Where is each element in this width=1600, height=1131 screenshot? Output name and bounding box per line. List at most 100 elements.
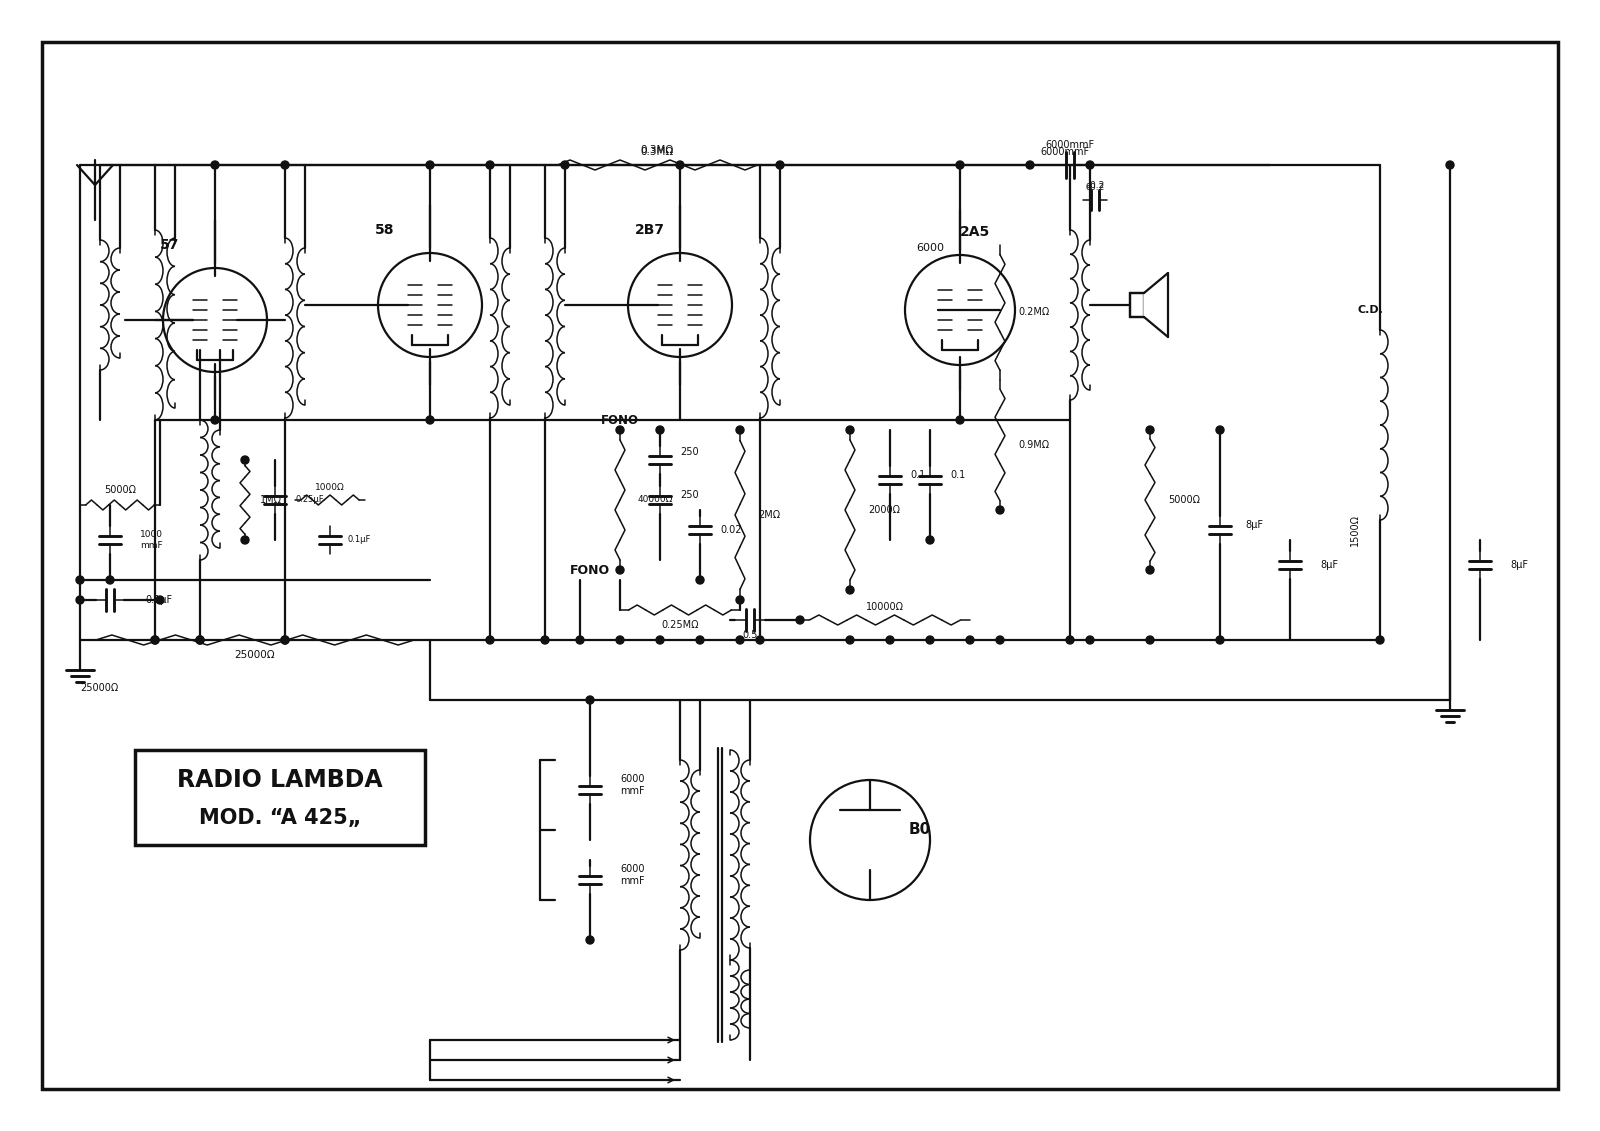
Text: 25000Ω: 25000Ω [80, 683, 118, 693]
Circle shape [797, 616, 805, 624]
Text: c0.2: c0.2 [1085, 183, 1104, 192]
Text: 57: 57 [160, 238, 179, 252]
Circle shape [1146, 636, 1154, 644]
Circle shape [846, 636, 854, 644]
Text: 0.3MΩ: 0.3MΩ [640, 145, 674, 155]
Circle shape [995, 506, 1005, 513]
Circle shape [1216, 636, 1224, 644]
Text: 40000Ω: 40000Ω [638, 495, 674, 504]
Circle shape [1446, 161, 1454, 169]
Circle shape [906, 254, 1014, 365]
Circle shape [541, 636, 549, 644]
Circle shape [627, 253, 733, 357]
Circle shape [282, 161, 290, 169]
Circle shape [195, 636, 205, 644]
Circle shape [157, 596, 165, 604]
Circle shape [846, 426, 854, 434]
Circle shape [150, 636, 158, 644]
Circle shape [736, 636, 744, 644]
Text: 0.1μF: 0.1μF [349, 535, 371, 544]
Circle shape [163, 268, 267, 372]
Text: 2MΩ: 2MΩ [758, 510, 781, 520]
Circle shape [211, 161, 219, 169]
Text: C.D.: C.D. [1357, 305, 1382, 316]
Circle shape [675, 161, 685, 169]
Text: 6000
mmF: 6000 mmF [621, 775, 645, 796]
Circle shape [77, 576, 83, 584]
Circle shape [616, 426, 624, 434]
Text: 250: 250 [680, 447, 699, 457]
Circle shape [586, 936, 594, 944]
Text: c0.2: c0.2 [1085, 181, 1104, 190]
Circle shape [736, 426, 744, 434]
Text: 6000
mmF: 6000 mmF [621, 864, 645, 886]
Bar [134, 750, 426, 845]
Polygon shape [1144, 273, 1168, 337]
Circle shape [562, 161, 570, 169]
Text: 5000Ω: 5000Ω [1168, 495, 1200, 506]
Circle shape [426, 161, 434, 169]
Circle shape [282, 636, 290, 644]
Circle shape [696, 576, 704, 584]
Text: 2B7: 2B7 [635, 223, 666, 238]
Circle shape [106, 576, 114, 584]
Text: 0.25μF: 0.25μF [294, 495, 323, 504]
Circle shape [586, 696, 594, 703]
Circle shape [576, 636, 584, 644]
Text: 58: 58 [376, 223, 395, 238]
Text: 6000: 6000 [915, 243, 944, 253]
Circle shape [211, 416, 219, 424]
Circle shape [486, 161, 494, 169]
Circle shape [1216, 426, 1224, 434]
Text: 0.25MΩ: 0.25MΩ [661, 620, 699, 630]
Circle shape [757, 636, 765, 644]
Circle shape [150, 636, 158, 644]
Circle shape [776, 161, 784, 169]
Text: 0.1: 0.1 [910, 470, 925, 480]
Circle shape [957, 416, 963, 424]
Circle shape [656, 636, 664, 644]
Text: 2000Ω: 2000Ω [867, 506, 899, 515]
Text: 8μF: 8μF [1245, 520, 1262, 530]
Circle shape [282, 636, 290, 644]
Circle shape [486, 636, 494, 644]
Circle shape [995, 636, 1005, 644]
Circle shape [242, 536, 250, 544]
Circle shape [378, 253, 482, 357]
Circle shape [886, 636, 894, 644]
Text: 8μF: 8μF [1320, 560, 1338, 570]
Text: 2A5: 2A5 [960, 225, 990, 239]
Circle shape [1026, 161, 1034, 169]
Text: 0.9MΩ: 0.9MΩ [1018, 440, 1050, 450]
Circle shape [1146, 566, 1154, 575]
Text: 1500Ω: 1500Ω [1350, 513, 1360, 546]
Text: 8μF: 8μF [1510, 560, 1528, 570]
Circle shape [616, 636, 624, 644]
Circle shape [1066, 636, 1074, 644]
Text: MOD. “A 425„: MOD. “A 425„ [198, 808, 362, 828]
Text: 10000Ω: 10000Ω [866, 602, 904, 612]
Circle shape [926, 536, 934, 544]
Circle shape [426, 416, 434, 424]
Text: B0: B0 [909, 822, 931, 837]
Text: 6000mmF: 6000mmF [1040, 147, 1090, 157]
Text: 1MΩ: 1MΩ [259, 495, 282, 506]
Circle shape [616, 566, 624, 575]
Text: 0.2MΩ: 0.2MΩ [1018, 307, 1050, 317]
Circle shape [195, 636, 205, 644]
Text: 5000Ω: 5000Ω [104, 485, 136, 495]
Text: 250: 250 [680, 490, 699, 500]
Circle shape [966, 636, 974, 644]
Circle shape [957, 161, 963, 169]
Circle shape [846, 586, 854, 594]
Circle shape [1086, 161, 1094, 169]
Text: FONO: FONO [602, 414, 638, 426]
Text: 1000
mmF: 1000 mmF [141, 530, 163, 550]
Circle shape [656, 426, 664, 434]
Text: 6000mmF: 6000mmF [1045, 140, 1094, 150]
Circle shape [1086, 636, 1094, 644]
Bar [1130, 293, 1144, 317]
Text: FONO: FONO [570, 563, 610, 577]
Circle shape [1146, 426, 1154, 434]
Text: 25000Ω: 25000Ω [235, 650, 275, 661]
